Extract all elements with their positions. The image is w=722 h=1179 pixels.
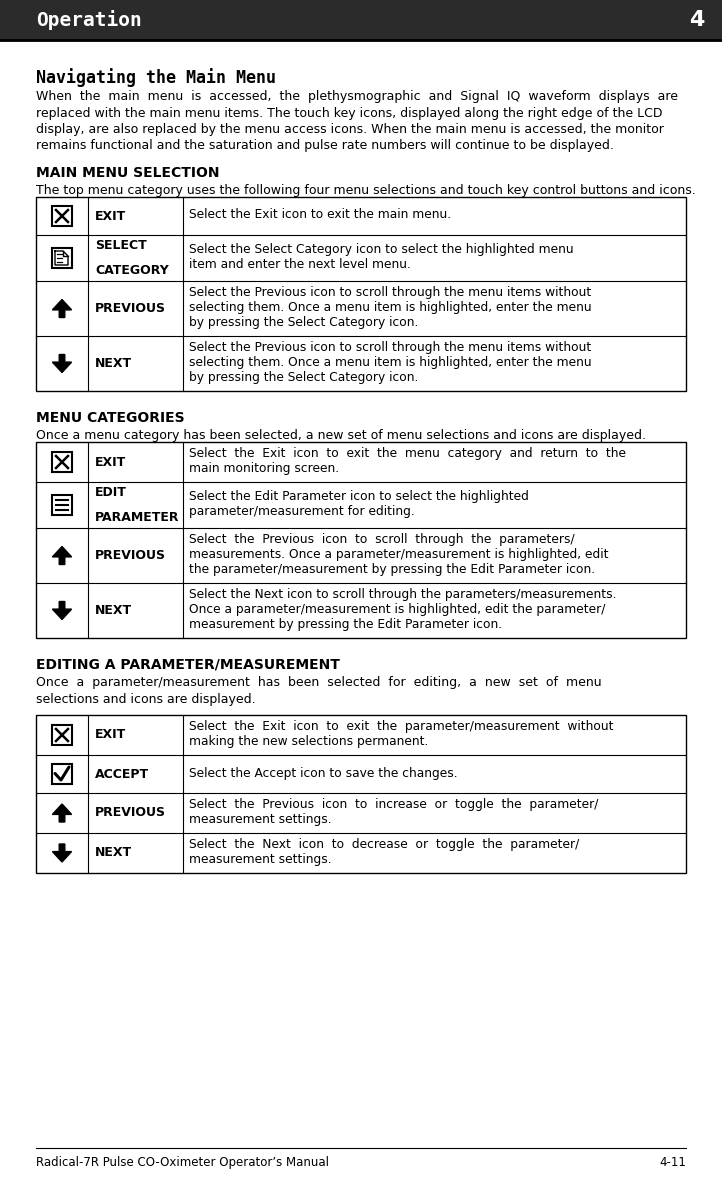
Text: item and enter the next level menu.: item and enter the next level menu. [189, 258, 411, 271]
Text: Select  the  Exit  icon  to  exit  the  parameter/measurement  without: Select the Exit icon to exit the paramet… [189, 720, 614, 733]
Text: SELECT: SELECT [95, 239, 147, 252]
Text: Navigating the Main Menu: Navigating the Main Menu [36, 68, 276, 87]
Text: CATEGORY: CATEGORY [95, 264, 169, 277]
Polygon shape [53, 844, 71, 862]
Text: main monitoring screen.: main monitoring screen. [189, 462, 339, 475]
Text: remains functional and the saturation and pulse rate numbers will continue to be: remains functional and the saturation an… [36, 139, 614, 152]
Text: NEXT: NEXT [95, 357, 132, 370]
Text: making the new selections permanent.: making the new selections permanent. [189, 735, 428, 747]
Text: Select the Previous icon to scroll through the menu items without: Select the Previous icon to scroll throu… [189, 341, 591, 354]
Bar [52, 725, 72, 745]
Polygon shape [53, 601, 71, 619]
Bar [52, 495, 72, 515]
Text: measurement settings.: measurement settings. [189, 852, 331, 867]
Bar [36, 442, 686, 638]
Text: Select the Edit Parameter icon to select the highlighted: Select the Edit Parameter icon to select… [189, 490, 529, 503]
Text: Operation: Operation [36, 9, 142, 29]
Text: Select  the  Next  icon  to  decrease  or  toggle  the  parameter/: Select the Next icon to decrease or togg… [189, 838, 579, 851]
Text: Select  the  Previous  icon  to  increase  or  toggle  the  parameter/: Select the Previous icon to increase or … [189, 798, 599, 811]
Text: MENU CATEGORIES: MENU CATEGORIES [36, 411, 185, 424]
Text: When  the  main  menu  is  accessed,  the  plethysmographic  and  Signal  IQ  wa: When the main menu is accessed, the plet… [36, 90, 678, 103]
Bar [52, 206, 72, 226]
Polygon shape [53, 804, 71, 822]
Text: EXIT: EXIT [95, 729, 126, 742]
Text: PREVIOUS: PREVIOUS [95, 806, 166, 819]
Text: Select the Exit icon to exit the main menu.: Select the Exit icon to exit the main me… [189, 209, 451, 222]
Text: by pressing the Select Category icon.: by pressing the Select Category icon. [189, 371, 418, 384]
Text: EXIT: EXIT [95, 455, 126, 468]
Text: NEXT: NEXT [95, 604, 132, 617]
Text: Radical-7R Pulse CO-Oximeter Operator’s Manual: Radical-7R Pulse CO-Oximeter Operator’s … [36, 1155, 329, 1170]
Text: The top menu category uses the following four menu selections and touch key cont: The top menu category uses the following… [36, 184, 696, 197]
Text: 4-11: 4-11 [659, 1155, 686, 1170]
Text: measurement settings.: measurement settings. [189, 814, 331, 826]
Text: NEXT: NEXT [95, 847, 132, 859]
Polygon shape [53, 547, 71, 565]
Text: Once a menu category has been selected, a new set of menu selections and icons a: Once a menu category has been selected, … [36, 429, 646, 442]
Bar [36, 197, 686, 391]
Bar [36, 714, 686, 872]
Bar [52, 248, 72, 268]
Bar [0, 0, 722, 40]
Text: Select the Next icon to scroll through the parameters/measurements.: Select the Next icon to scroll through t… [189, 588, 617, 601]
Text: Select the Previous icon to scroll through the menu items without: Select the Previous icon to scroll throu… [189, 286, 591, 299]
Bar [52, 764, 72, 784]
Text: PREVIOUS: PREVIOUS [95, 302, 166, 315]
Text: measurement by pressing the Edit Parameter icon.: measurement by pressing the Edit Paramet… [189, 618, 502, 631]
Text: selections and icons are displayed.: selections and icons are displayed. [36, 692, 256, 705]
Text: MAIN MENU SELECTION: MAIN MENU SELECTION [36, 166, 219, 180]
Text: EDIT: EDIT [95, 486, 127, 499]
Text: PREVIOUS: PREVIOUS [95, 549, 166, 562]
Text: EDITING A PARAMETER/MEASUREMENT: EDITING A PARAMETER/MEASUREMENT [36, 658, 340, 672]
Text: Once a parameter/measurement is highlighted, edit the parameter/: Once a parameter/measurement is highligh… [189, 602, 605, 615]
Text: measurements. Once a parameter/measurement is highlighted, edit: measurements. Once a parameter/measureme… [189, 548, 609, 561]
Text: selecting them. Once a menu item is highlighted, enter the menu: selecting them. Once a menu item is high… [189, 356, 591, 369]
Text: EXIT: EXIT [95, 210, 126, 223]
Text: the parameter/measurement by pressing the Edit Parameter icon.: the parameter/measurement by pressing th… [189, 564, 595, 577]
Text: Select  the  Exit  icon  to  exit  the  menu  category  and  return  to  the: Select the Exit icon to exit the menu ca… [189, 447, 626, 460]
Polygon shape [53, 355, 71, 373]
Text: replaced with the main menu items. The touch key icons, displayed along the righ: replaced with the main menu items. The t… [36, 106, 663, 119]
Text: display, are also replaced by the menu access icons. When the main menu is acces: display, are also replaced by the menu a… [36, 123, 664, 136]
Text: Select the Accept icon to save the changes.: Select the Accept icon to save the chang… [189, 766, 458, 779]
Bar [52, 452, 72, 472]
Text: parameter/measurement for editing.: parameter/measurement for editing. [189, 505, 414, 518]
Text: ACCEPT: ACCEPT [95, 768, 149, 780]
Text: PARAMETER: PARAMETER [95, 511, 180, 523]
Text: Select  the  Previous  icon  to  scroll  through  the  parameters/: Select the Previous icon to scroll throu… [189, 533, 575, 546]
Text: by pressing the Select Category icon.: by pressing the Select Category icon. [189, 316, 418, 329]
Text: Once  a  parameter/measurement  has  been  selected  for  editing,  a  new  set : Once a parameter/measurement has been se… [36, 676, 601, 689]
Text: Select the Select Category icon to select the highlighted menu: Select the Select Category icon to selec… [189, 243, 573, 256]
Text: 4: 4 [689, 9, 704, 29]
Text: selecting them. Once a menu item is highlighted, enter the menu: selecting them. Once a menu item is high… [189, 301, 591, 314]
Polygon shape [53, 299, 71, 317]
